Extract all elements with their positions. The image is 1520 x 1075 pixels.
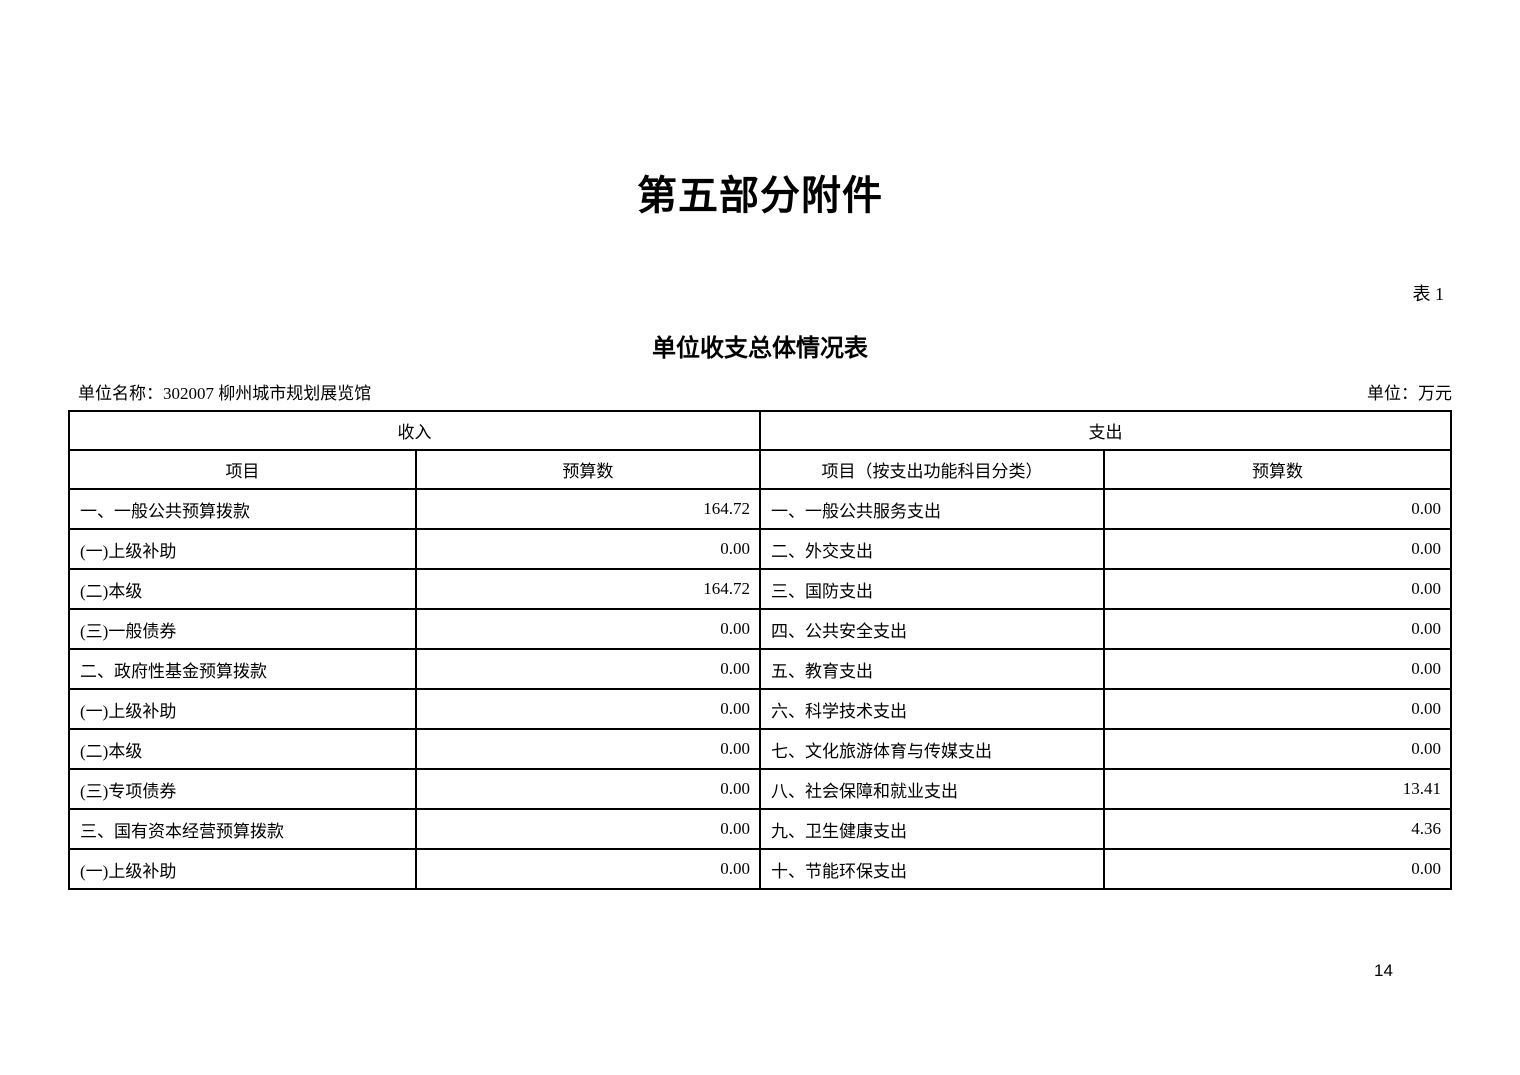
expenditure-item-cell: 二、外交支出 bbox=[758, 528, 1106, 570]
table-row: 一、一般公共预算拨款 164.72 一、一般公共服务支出 0.00 bbox=[68, 488, 1452, 530]
income-budget-cell: 0.00 bbox=[414, 688, 761, 730]
table-header: 收入 支出 项目 预算数 项目（按支出功能科目分类） 预算数 bbox=[68, 410, 1453, 490]
income-item-cell: (一)上级补助 bbox=[68, 688, 417, 730]
expenditure-budget-cell: 4.36 bbox=[1103, 808, 1452, 850]
expenditure-item-cell: 一、一般公共服务支出 bbox=[758, 488, 1106, 530]
expenditure-item-cell: 九、卫生健康支出 bbox=[758, 808, 1106, 850]
expenditure-item-cell: 四、公共安全支出 bbox=[758, 608, 1106, 650]
expenditure-item-column-header: 项目（按支出功能科目分类） bbox=[758, 449, 1106, 490]
page-title: 第五部分附件 bbox=[637, 174, 883, 218]
expenditure-budget-cell: 0.00 bbox=[1103, 608, 1452, 650]
column-header-row: 项目 预算数 项目（按支出功能科目分类） 预算数 bbox=[68, 449, 1452, 490]
income-item-cell: 三、国有资本经营预算拨款 bbox=[68, 808, 417, 850]
income-item-cell: (三)一般债券 bbox=[68, 608, 417, 650]
income-item-cell: 一、一般公共预算拨款 bbox=[68, 488, 417, 530]
income-budget-column-header: 预算数 bbox=[414, 449, 761, 490]
budget-summary-table: 收入 支出 项目 预算数 项目（按支出功能科目分类） 预算数 一、一般公共预算拨… bbox=[68, 410, 1453, 890]
income-item-cell: (三)专项债券 bbox=[68, 768, 417, 810]
income-item-cell: (一)上级补助 bbox=[68, 528, 417, 570]
table-row: (二)本级 0.00 七、文化旅游体育与传媒支出 0.00 bbox=[68, 728, 1452, 770]
table-row: (一)上级补助 0.00 二、外交支出 0.00 bbox=[68, 528, 1452, 570]
table-row: (一)上级补助 0.00 六、科学技术支出 0.00 bbox=[68, 688, 1452, 730]
table-meta-row: 单位名称：302007 柳州城市规划展览馆 单位：万元 bbox=[68, 379, 1452, 404]
income-item-cell: (二)本级 bbox=[68, 728, 417, 770]
income-budget-cell: 164.72 bbox=[414, 488, 761, 530]
expenditure-item-cell: 三、国防支出 bbox=[758, 568, 1106, 610]
income-budget-cell: 0.00 bbox=[414, 528, 761, 570]
income-item-cell: 二、政府性基金预算拨款 bbox=[68, 648, 417, 690]
expenditure-budget-cell: 0.00 bbox=[1103, 688, 1452, 730]
income-budget-cell: 0.00 bbox=[414, 608, 761, 650]
income-budget-cell: 0.00 bbox=[414, 808, 761, 850]
expenditure-budget-cell: 0.00 bbox=[1103, 728, 1452, 770]
income-budget-cell: 164.72 bbox=[414, 568, 761, 610]
income-budget-cell: 0.00 bbox=[414, 848, 761, 890]
table-number-label: 表 1 bbox=[1412, 284, 1445, 304]
income-section-header: 收入 bbox=[68, 410, 761, 451]
table-row: (一)上级补助 0.00 十、节能环保支出 0.00 bbox=[68, 848, 1452, 890]
income-item-cell: (二)本级 bbox=[68, 568, 417, 610]
expenditure-budget-cell: 0.00 bbox=[1103, 848, 1452, 890]
page-number: 14 bbox=[1374, 961, 1393, 980]
table-body: 一、一般公共预算拨款 164.72 一、一般公共服务支出 0.00 (一)上级补助 0.0… bbox=[68, 488, 1452, 890]
table-row: (三)一般债券 0.00 四、公共安全支出 0.00 bbox=[68, 608, 1452, 650]
currency-unit-label: 单位：万元 bbox=[1367, 384, 1452, 403]
table-row: (三)专项债券 0.00 八、社会保障和就业支出 13.41 bbox=[68, 768, 1452, 810]
income-budget-cell: 0.00 bbox=[414, 768, 761, 810]
expenditure-section-header: 支出 bbox=[758, 410, 1453, 451]
expenditure-item-cell: 十、节能环保支出 bbox=[758, 848, 1106, 890]
income-budget-cell: 0.00 bbox=[414, 728, 761, 770]
expenditure-budget-column-header: 预算数 bbox=[1103, 449, 1452, 490]
section-header-row: 收入 支出 bbox=[68, 410, 1453, 451]
table-row: 二、政府性基金预算拨款 0.00 五、教育支出 0.00 bbox=[68, 648, 1452, 690]
expenditure-budget-cell: 13.41 bbox=[1103, 768, 1452, 810]
expenditure-item-cell: 六、科学技术支出 bbox=[758, 688, 1106, 730]
expenditure-item-cell: 五、教育支出 bbox=[758, 648, 1106, 690]
unit-name-label: 单位名称：302007 柳州城市规划展览馆 bbox=[78, 384, 372, 403]
expenditure-budget-cell: 0.00 bbox=[1103, 568, 1452, 610]
income-item-cell: (一)上级补助 bbox=[68, 848, 417, 890]
expenditure-budget-cell: 0.00 bbox=[1103, 648, 1452, 690]
income-item-column-header: 项目 bbox=[68, 449, 417, 490]
expenditure-budget-cell: 0.00 bbox=[1103, 528, 1452, 570]
expenditure-budget-cell: 0.00 bbox=[1103, 488, 1452, 530]
income-budget-cell: 0.00 bbox=[414, 648, 761, 690]
table-title: 单位收支总体情况表 bbox=[652, 336, 868, 362]
table-row: (二)本级 164.72 三、国防支出 0.00 bbox=[68, 568, 1452, 610]
expenditure-item-cell: 八、社会保障和就业支出 bbox=[758, 768, 1106, 810]
table-row: 三、国有资本经营预算拨款 0.00 九、卫生健康支出 4.36 bbox=[68, 808, 1452, 850]
expenditure-item-cell: 七、文化旅游体育与传媒支出 bbox=[758, 728, 1106, 770]
